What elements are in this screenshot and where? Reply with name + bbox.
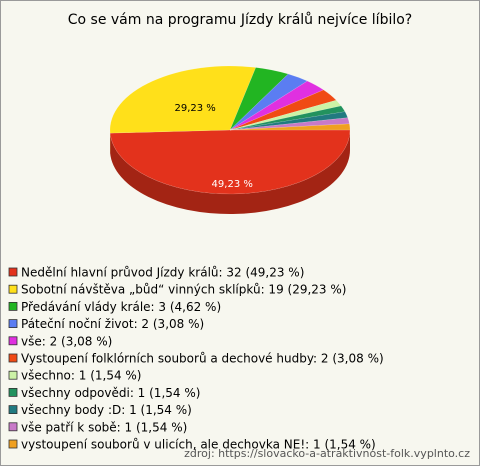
slice-side: [110, 130, 351, 215]
slice: [229, 89, 337, 131]
slice: [229, 105, 346, 131]
legend-label: Páteční noční život: 2 (3,08 %): [21, 317, 204, 331]
legend-swatch: [8, 370, 18, 380]
slice: [229, 123, 351, 131]
source: zdroj: https://slovacko-a-atraktivnost-f…: [184, 447, 470, 460]
legend-label: Vystoupení folklórních souborů a dechové…: [21, 352, 384, 366]
legend-swatch: [8, 284, 18, 294]
slice: [229, 80, 325, 131]
legend-label: Nedělní hlavní průvod Jízdy králů: 32 (4…: [21, 266, 304, 280]
legend-swatch: [8, 405, 18, 415]
legend-label: všechny body :D: 1 (1,54 %): [21, 403, 192, 417]
legend-swatch: [8, 353, 18, 363]
legend-swatch: [8, 422, 18, 432]
slice: [229, 73, 308, 131]
legend-swatch: [8, 336, 18, 346]
legend-label: všechny odpovědi: 1 (1,54 %): [21, 386, 200, 400]
slice: [229, 99, 342, 131]
legend-swatch: [8, 319, 18, 329]
legend-label: vystoupení souborů v ulicích, ale dechov…: [21, 438, 376, 452]
data-label: 29,23 %: [174, 103, 215, 114]
slice: [229, 111, 349, 131]
legend-label: všechno: 1 (1,54 %): [21, 369, 142, 383]
legend-label: vše patří k sobě: 1 (1,54 %): [21, 420, 187, 434]
legend-swatch: [8, 301, 18, 311]
legend-swatch: [8, 387, 18, 397]
slice: [229, 117, 350, 131]
slice: [109, 65, 257, 134]
legend-swatch: [8, 267, 18, 277]
slice: [109, 129, 351, 195]
legend-label: Předávání vlády krále: 3 (4,62 %): [21, 300, 221, 314]
data-label: 49,23 %: [212, 179, 253, 190]
slice: [229, 67, 289, 131]
legend-label: Sobotní návštěva „bůd“ vinných sklípků: …: [21, 283, 346, 297]
legend-swatch: [8, 439, 18, 449]
legend-label: vše: 2 (3,08 %): [21, 334, 112, 348]
chart-title: Co se vám na programu Jízdy králů nejvíc…: [68, 12, 412, 28]
